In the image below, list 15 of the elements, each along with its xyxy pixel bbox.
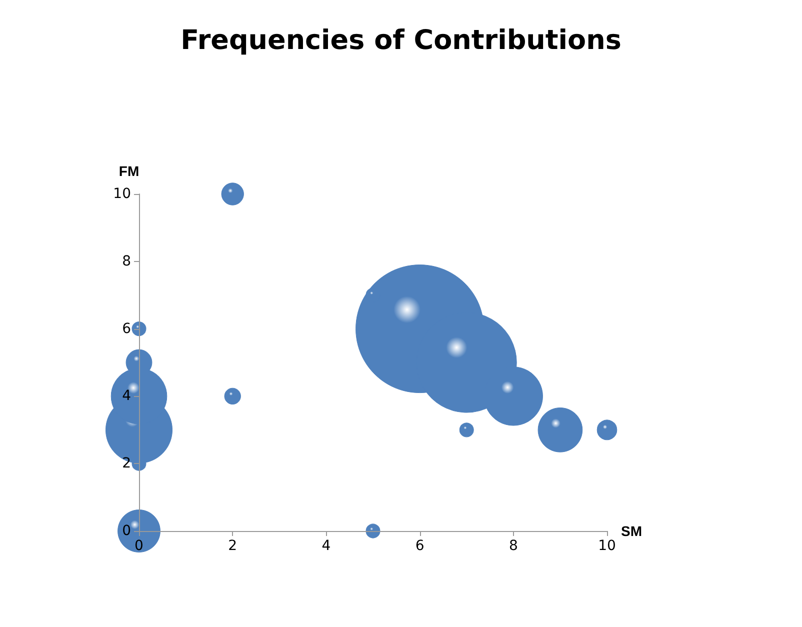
x-tick-label: 8 bbox=[508, 538, 518, 554]
y-tick-label: 10 bbox=[113, 186, 131, 202]
x-tick-label: 6 bbox=[415, 538, 424, 554]
x-tick-label: 4 bbox=[322, 538, 331, 554]
x-tick-label: 0 bbox=[134, 538, 144, 554]
x-tick-label: 2 bbox=[228, 538, 238, 554]
y-tick-label: 2 bbox=[122, 456, 131, 472]
x-tick-label: 10 bbox=[598, 538, 616, 554]
y-tick-label: 0 bbox=[122, 523, 131, 539]
chart-title: Frequencies of Contributions bbox=[180, 25, 622, 56]
x-axis-title: SM bbox=[621, 523, 642, 539]
y-tick-label: 4 bbox=[122, 388, 132, 404]
y-axis-title: FM bbox=[118, 163, 140, 179]
y-tick-label: 8 bbox=[122, 253, 131, 270]
y-tick-label: 6 bbox=[122, 320, 132, 337]
